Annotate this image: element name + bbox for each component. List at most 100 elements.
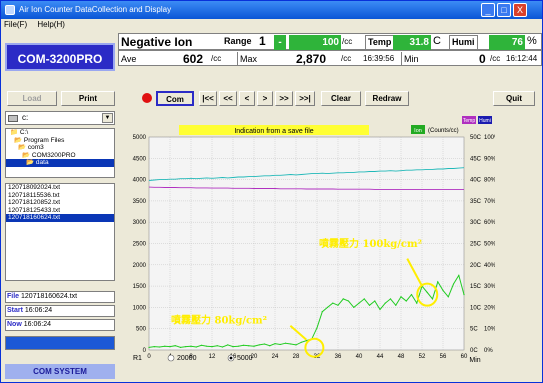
ion-unit: /cc <box>342 37 353 46</box>
folder-item[interactable]: 📂 Program Files <box>14 136 65 144</box>
ion-data-point <box>321 311 323 313</box>
series-line-humi <box>148 186 464 191</box>
now-label: Now <box>7 321 22 328</box>
range-value: 1 <box>259 34 266 48</box>
file-item[interactable]: 120718115536.txt <box>8 191 60 199</box>
ion-data-point <box>337 304 339 306</box>
scale-radio-20000[interactable] <box>167 354 175 362</box>
drive-icon <box>8 115 18 122</box>
annotation-circle <box>304 337 325 358</box>
now-info: Now 16:06:24 <box>5 319 115 331</box>
file-info: File 120718160624.txt <box>5 291 115 303</box>
ion-data-point <box>379 308 381 311</box>
max-time: 16:39:56 <box>363 54 395 63</box>
minimize-button[interactable]: _ <box>481 3 495 17</box>
nav-back-button[interactable]: < <box>239 91 255 106</box>
ion-data-point <box>442 289 444 291</box>
app-icon <box>5 5 15 15</box>
x-tick-label: 12 <box>209 354 216 360</box>
nav-back-fast-button[interactable]: << <box>219 91 237 106</box>
start-info: Start 16:06:24 <box>5 305 115 317</box>
humi-unit: % <box>527 35 537 47</box>
humi-tick-label: 0% <box>484 348 493 354</box>
nav-forward-fast-button[interactable]: >> <box>275 91 293 106</box>
ion-data-point <box>185 345 187 348</box>
ion-data-point <box>374 300 376 302</box>
folder-item[interactable]: 📂 COM3200PRO <box>22 151 76 159</box>
ion-data-point <box>237 345 239 347</box>
ion-data-point <box>353 306 355 308</box>
nav-first-button[interactable]: |<< <box>199 91 217 106</box>
nav-last-button[interactable]: >>| <box>295 91 315 106</box>
ion-data-point <box>395 304 397 306</box>
menu-help[interactable]: Help(H) <box>37 20 65 29</box>
humi-tick-label: 60% <box>484 220 495 226</box>
temp-tick-label: 50C <box>470 135 482 141</box>
folder-item[interactable]: 📂 com3 <box>18 144 44 151</box>
close-button[interactable]: X <box>513 3 527 17</box>
max-label: Max <box>237 52 257 66</box>
maximize-button[interactable]: □ <box>497 3 511 17</box>
nav-forward-button[interactable]: > <box>257 91 273 106</box>
scale-option-5000: 5000 <box>237 355 253 362</box>
ion-data-point <box>284 342 287 344</box>
y-tick-label: 5000 <box>133 135 147 141</box>
x-tick-label: 24 <box>272 354 279 360</box>
ion-data-point <box>290 343 292 345</box>
temp-tick-label: 45C <box>470 156 482 162</box>
print-button[interactable]: Print <box>61 91 115 106</box>
annotation-pointer <box>289 324 308 341</box>
legend-temp: Temp <box>463 118 475 124</box>
ion-data-point <box>295 344 297 346</box>
x-axis-label: Min <box>469 357 480 364</box>
toolbar: Load Print Com |<< << < > >> >>| Clear R… <box>1 91 542 107</box>
file-item[interactable]: 120718125433.txt <box>8 206 61 214</box>
ion-data-point <box>384 302 386 304</box>
x-tick-label: 28 <box>293 354 300 360</box>
com-button[interactable]: Com <box>156 91 194 106</box>
ion-data-point <box>368 304 371 306</box>
x-tick-label: 20 <box>251 354 258 360</box>
humi-tick-label: 10% <box>484 327 495 333</box>
clear-button[interactable]: Clear <box>321 91 361 106</box>
folder-item[interactable]: 📁 C:\ <box>10 129 29 136</box>
ion-data-point <box>232 345 234 348</box>
drive-select[interactable]: c: ▼ <box>5 111 115 125</box>
ion-data-point <box>263 343 266 345</box>
x-tick-label: 44 <box>377 354 384 360</box>
ion-data-point <box>269 345 271 347</box>
ion-type-label: Negative Ion <box>121 35 193 49</box>
ion-data-point <box>258 344 260 346</box>
quit-button[interactable]: Quit <box>493 91 535 106</box>
annotation-label: 噴霧壓力 80kg/cm² <box>171 314 267 327</box>
ion-data-point <box>158 346 161 348</box>
ion-data-point <box>363 298 365 300</box>
ion-value-display: 100 <box>289 35 341 50</box>
humi-tick-label: 70% <box>484 199 495 205</box>
y-tick-label: 500 <box>136 327 147 333</box>
folder-item[interactable]: 📂 data <box>6 159 114 167</box>
ion-data-point <box>342 298 344 300</box>
ion-data-point <box>416 302 418 304</box>
ave-value: 602 <box>183 52 204 66</box>
redraw-button[interactable]: Redraw <box>365 91 409 106</box>
load-button[interactable]: Load <box>7 91 57 106</box>
temp-tick-label: 35C <box>470 199 482 205</box>
file-item[interactable]: 120718120852.txt <box>8 199 61 206</box>
legend-temp-swatch <box>462 116 476 124</box>
x-tick-label: 48 <box>398 354 405 360</box>
chevron-down-icon[interactable]: ▼ <box>102 113 113 123</box>
progress-bar <box>5 336 115 350</box>
file-item[interactable]: 120718092024.txt <box>8 184 61 191</box>
x-tick-label: 40 <box>356 354 363 360</box>
range-label: Range <box>224 36 252 46</box>
file-value: 120718160624.txt <box>21 293 78 300</box>
ion-data-point <box>410 294 413 296</box>
file-item[interactable]: 120718160624.txt <box>6 214 114 222</box>
file-list: 120718092024.txt 120718115536.txt 120718… <box>5 183 115 281</box>
folder-list: 📁 C:\ 📂 Program Files 📂 com3 📂 COM3200PR… <box>5 128 115 178</box>
temp-label: Temp <box>365 35 395 50</box>
now-value: 16:06:24 <box>23 321 51 328</box>
menu-file[interactable]: File(F) <box>4 20 28 29</box>
